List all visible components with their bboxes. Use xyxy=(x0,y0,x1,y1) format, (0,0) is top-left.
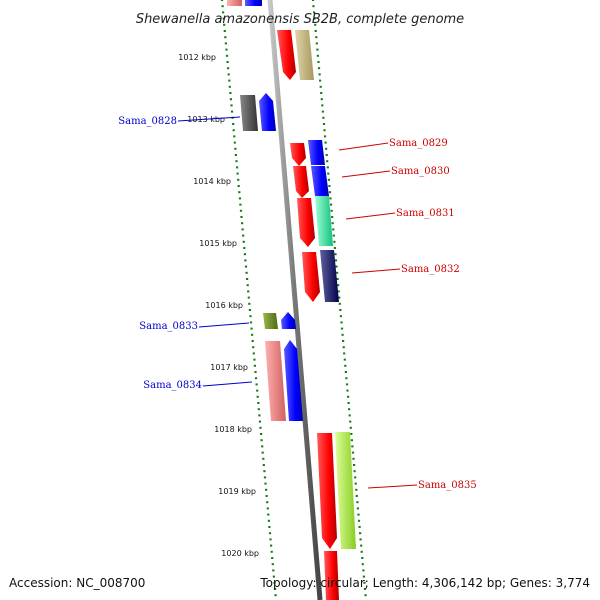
topology-text: Topology: circular; Length: 4,306,142 bp… xyxy=(259,576,590,590)
gene-label-sama-0835[interactable]: Sama_0835 xyxy=(418,480,477,491)
map-title: Shewanella amazonensis SB2B, complete ge… xyxy=(136,12,464,27)
gene-label-sama-0831[interactable]: Sama_0831 xyxy=(396,208,455,219)
leader-line-sama-0833 xyxy=(198,322,250,328)
gene-label-sama-0832[interactable]: Sama_0832 xyxy=(401,264,460,275)
gene-arrow-red-0832 xyxy=(302,252,320,302)
gene-arrow-gray xyxy=(240,95,258,131)
accession-text: Accession: NC_008700 xyxy=(9,576,145,590)
gene-arrow-red-0830 xyxy=(293,166,309,198)
leader-line-sama-0828 xyxy=(177,116,241,122)
gene-arrow-partial-blue xyxy=(245,0,262,6)
gene-arrow-partial-red-bottom xyxy=(324,551,339,600)
gene-arrow-blue-0834 xyxy=(284,340,303,421)
leader-line-sama-0830 xyxy=(341,170,391,178)
scale-label: 1018 kbp xyxy=(214,425,252,434)
gene-arrow-tan-top xyxy=(295,30,314,80)
gene-arrow-navy-0832 xyxy=(320,250,339,302)
gene-label-sama-0828[interactable]: Sama_0828 xyxy=(118,116,177,127)
scale-label: 1016 kbp xyxy=(205,301,243,310)
gene-arrow-red-top xyxy=(277,30,296,80)
gene-arrow-red-0829 xyxy=(290,143,306,166)
gene-arrow-blue-0829 xyxy=(308,140,325,165)
gene-arrow-red-0835 xyxy=(317,433,337,549)
gene-arrow-blue-0833 xyxy=(281,312,296,329)
scale-label: 1019 kbp xyxy=(218,487,256,496)
scale-label: 1020 kbp xyxy=(221,549,259,558)
gene-arrow-blue-0828 xyxy=(259,93,276,131)
leader-line-sama-0832 xyxy=(351,268,401,274)
gene-arrow-red-0831 xyxy=(297,198,315,247)
scale-label: 1014 kbp xyxy=(193,177,231,186)
leader-line-sama-0834 xyxy=(202,381,253,387)
gene-labels: Sama_0828 Sama_0829 Sama_0830 Sama_0831 … xyxy=(118,116,476,491)
gene-features xyxy=(227,0,356,600)
gene-arrow-partial-pink xyxy=(227,0,242,6)
scale-label: 1017 kbp xyxy=(210,363,248,372)
gene-arrow-teal-0831 xyxy=(315,196,333,246)
gene-arrow-blue-0830 xyxy=(311,166,329,196)
gene-arrow-pink-0834 xyxy=(265,341,286,421)
leader-line-sama-0829 xyxy=(338,142,389,151)
gene-arrow-olive-0833 xyxy=(263,313,278,329)
gene-label-sama-0830[interactable]: Sama_0830 xyxy=(391,166,450,177)
gene-label-sama-0834[interactable]: Sama_0834 xyxy=(143,380,202,391)
gene-label-sama-0833[interactable]: Sama_0833 xyxy=(139,321,198,332)
leader-line-sama-0831 xyxy=(345,212,396,220)
gene-label-sama-0829[interactable]: Sama_0829 xyxy=(389,138,448,149)
leader-line-sama-0835 xyxy=(367,484,418,489)
scale-label: 1012 kbp xyxy=(178,53,216,62)
tick-rails xyxy=(220,0,367,597)
scale-label: 1015 kbp xyxy=(199,239,237,248)
gene-leader-lines xyxy=(177,116,418,489)
genome-backbone xyxy=(267,0,323,600)
gene-arrow-lime-0835 xyxy=(335,432,356,549)
